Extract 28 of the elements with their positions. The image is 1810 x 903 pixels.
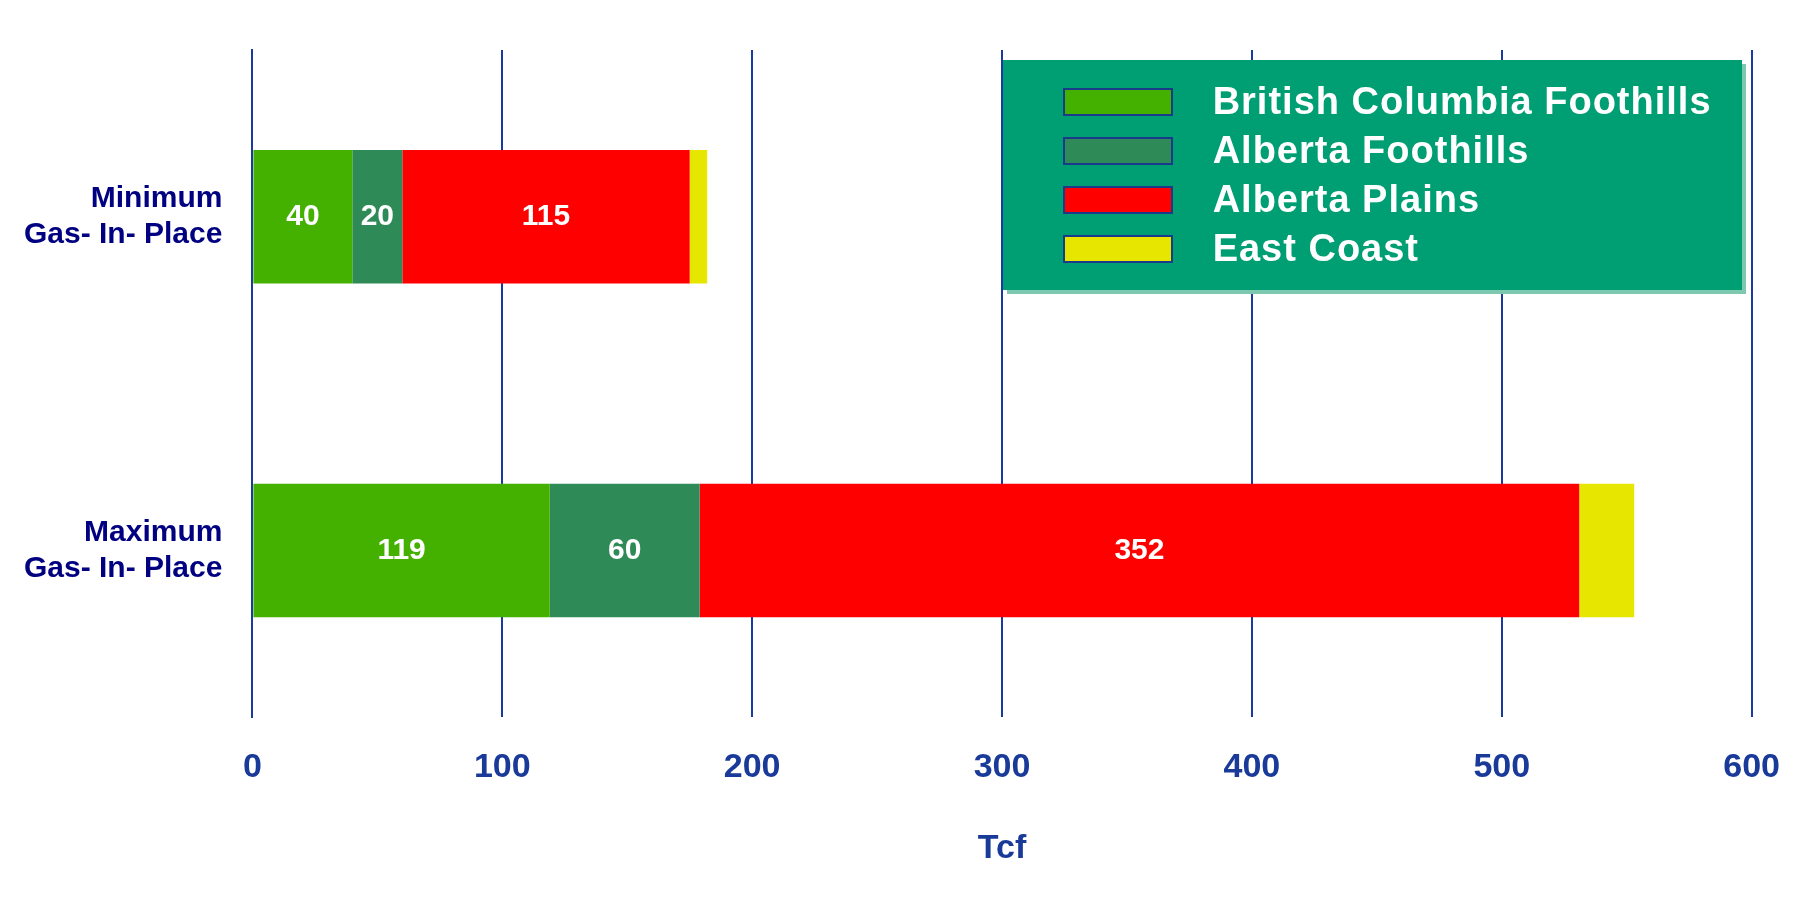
data-label: 119: [377, 531, 426, 565]
y-tick-label: Minimum Gas- In- Place: [23, 180, 223, 250]
bar: [699, 483, 1580, 618]
x-tick-label: 100: [473, 746, 531, 785]
x-tick-label: 300: [973, 746, 1031, 785]
bar: [402, 150, 690, 284]
data-label: 40: [286, 198, 320, 232]
bar: [352, 150, 403, 284]
legend-label: Alberta Foothills: [1212, 129, 1530, 172]
x-tick-label: 0: [242, 746, 262, 785]
data-label: 60: [608, 531, 642, 565]
data-label: 20: [360, 198, 395, 232]
bar: [1579, 483, 1635, 618]
x-tick-label: 400: [1223, 746, 1281, 785]
data-label: 352: [1114, 531, 1165, 565]
bar: [689, 150, 708, 284]
bar: [253, 483, 550, 618]
y-tick-label: Maximum Gas- In- Place: [23, 513, 223, 583]
legend-label: East Coast: [1212, 227, 1420, 270]
x-axis-title: Tcf: [977, 826, 1027, 865]
legend-label: British Columbia Foothills: [1212, 80, 1712, 123]
bar: [549, 483, 700, 618]
bar: [253, 150, 353, 284]
x-tick-label: 600: [1723, 746, 1780, 785]
x-tick-label: 500: [1473, 746, 1531, 785]
x-tick-label: 200: [723, 746, 781, 785]
data-label: 115: [521, 198, 571, 232]
legend-label: Alberta Plains: [1212, 178, 1481, 221]
